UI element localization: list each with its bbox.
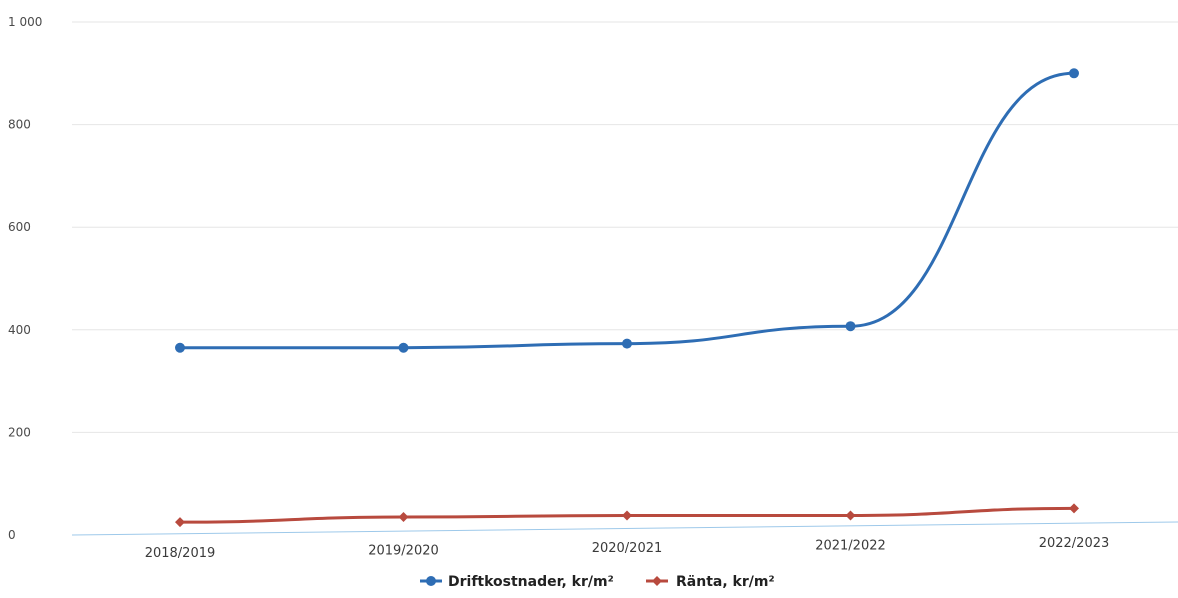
- y-tick-label-2: 400: [8, 323, 31, 337]
- series-line-0: [180, 71, 1075, 350]
- series-1-point-0: [175, 517, 185, 528]
- y-tick-label-3: 600: [8, 220, 31, 234]
- series-1-point-2: [622, 510, 632, 521]
- series-0-point-4: [1069, 68, 1079, 79]
- x-tick-label-1: 2019/2020: [368, 544, 439, 559]
- y-tick-label-5: 1 000: [8, 15, 42, 29]
- legend-marker-0: [426, 576, 436, 586]
- legend-marker-1: [652, 576, 662, 586]
- y-tick-label-0: 0: [8, 528, 16, 542]
- series-0-point-2: [622, 338, 632, 349]
- legend-label-1[interactable]: Ränta, kr/m²: [676, 574, 775, 590]
- series-0-point-1: [398, 342, 409, 353]
- series-0-point-0: [175, 342, 185, 353]
- series-1-point-3: [845, 510, 856, 521]
- y-tick-label-4: 800: [8, 118, 31, 132]
- series-0-point-3: [845, 321, 856, 332]
- x-tick-label-3: 2021/2022: [815, 539, 886, 554]
- series-1-point-1: [398, 512, 409, 523]
- x-axis-line: [71, 521, 1178, 536]
- legend-label-0[interactable]: Driftkostnader, kr/m²: [448, 574, 614, 590]
- y-tick-label-1: 200: [8, 425, 31, 439]
- x-tick-label-2: 2020/2021: [592, 541, 663, 556]
- x-tick-label-0: 2018/2019: [145, 546, 216, 561]
- x-tick-label-4: 2022/2023: [1039, 536, 1110, 551]
- series-1-point-4: [1069, 503, 1079, 514]
